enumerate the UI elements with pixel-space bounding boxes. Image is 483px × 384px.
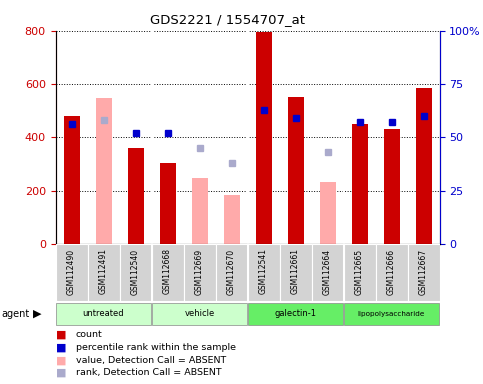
Bar <box>376 244 408 301</box>
Text: ▶: ▶ <box>33 309 42 319</box>
Text: ■: ■ <box>56 330 66 340</box>
Bar <box>256 32 271 244</box>
Bar <box>344 303 439 325</box>
Text: GDS2221 / 1554707_at: GDS2221 / 1554707_at <box>150 13 304 26</box>
Text: GSM112490: GSM112490 <box>67 248 76 295</box>
Bar <box>64 116 80 244</box>
Bar <box>192 178 208 244</box>
Text: GSM112661: GSM112661 <box>291 248 300 295</box>
Bar <box>408 244 440 301</box>
Bar <box>184 244 215 301</box>
Bar <box>87 244 120 301</box>
Bar <box>152 303 247 325</box>
Text: GSM112670: GSM112670 <box>227 248 236 295</box>
Bar <box>352 124 368 244</box>
Text: GSM112668: GSM112668 <box>163 248 172 295</box>
Text: GSM112666: GSM112666 <box>387 248 396 295</box>
Text: ■: ■ <box>56 368 66 378</box>
Text: vehicle: vehicle <box>185 310 214 318</box>
Text: galectin-1: galectin-1 <box>274 310 316 318</box>
Text: agent: agent <box>1 309 29 319</box>
Bar <box>96 98 112 244</box>
Text: GSM112669: GSM112669 <box>195 248 204 295</box>
Text: GSM112664: GSM112664 <box>323 248 332 295</box>
Text: percentile rank within the sample: percentile rank within the sample <box>76 343 236 352</box>
Text: value, Detection Call = ABSENT: value, Detection Call = ABSENT <box>76 356 226 365</box>
Bar <box>280 244 312 301</box>
Text: rank, Detection Call = ABSENT: rank, Detection Call = ABSENT <box>76 368 222 377</box>
Bar <box>159 162 175 244</box>
Text: lipopolysaccharide: lipopolysaccharide <box>358 311 425 317</box>
Bar <box>384 129 399 244</box>
Text: GSM112667: GSM112667 <box>419 248 428 295</box>
Bar <box>224 195 240 244</box>
Text: GSM112491: GSM112491 <box>99 248 108 295</box>
Text: count: count <box>76 330 102 339</box>
Bar <box>320 182 336 244</box>
Bar <box>56 303 151 325</box>
Bar <box>248 303 343 325</box>
Bar <box>248 244 280 301</box>
Bar <box>312 244 343 301</box>
Text: untreated: untreated <box>83 310 124 318</box>
Bar <box>128 148 143 244</box>
Text: GSM112665: GSM112665 <box>355 248 364 295</box>
Text: GSM112541: GSM112541 <box>259 248 268 295</box>
Bar <box>152 244 184 301</box>
Bar <box>287 97 303 244</box>
Text: GSM112540: GSM112540 <box>131 248 140 295</box>
Bar <box>215 244 248 301</box>
Text: ■: ■ <box>56 355 66 365</box>
Text: ■: ■ <box>56 343 66 353</box>
Bar <box>415 88 431 244</box>
Bar <box>120 244 152 301</box>
Bar <box>343 244 376 301</box>
Bar <box>56 244 87 301</box>
